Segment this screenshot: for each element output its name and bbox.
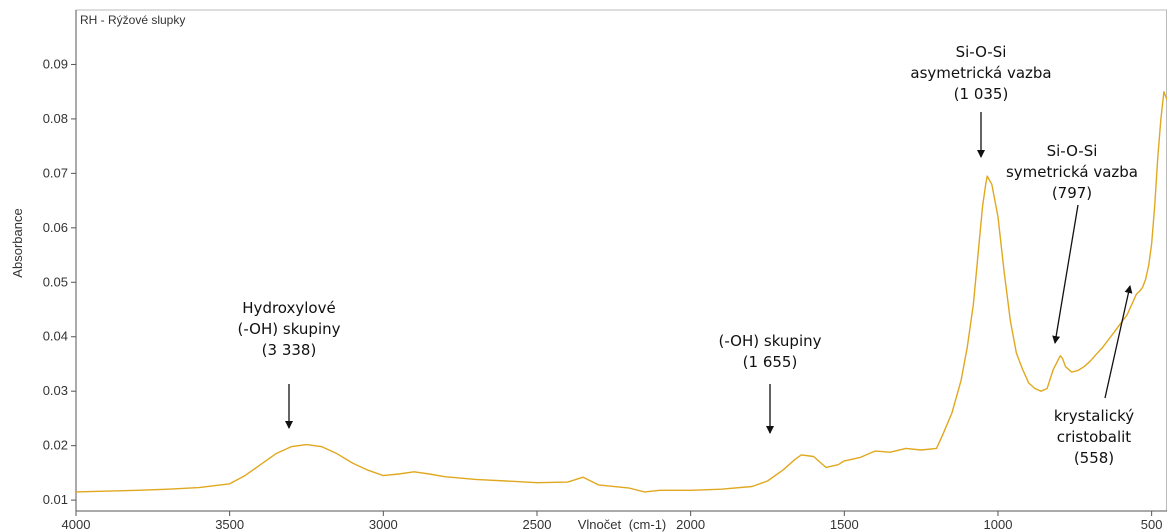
annotation-text: (-OH) skupiny bbox=[718, 332, 821, 350]
annotation-text: asymetrická vazba bbox=[910, 64, 1051, 82]
spectrum-line bbox=[75, 90, 1167, 493]
annotation-layer: Hydroxylové (-OH) skupiny (3 338) (-OH) sku… bbox=[237, 43, 1138, 467]
x-tick-label: 1000 bbox=[984, 517, 1013, 532]
annotation-text: Hydroxylové bbox=[242, 299, 335, 317]
x-tick-label: 4000 bbox=[62, 517, 91, 532]
y-tick-label: 0.06 bbox=[43, 220, 68, 235]
series-name: RH - Rýžové slupky bbox=[80, 13, 185, 27]
x-tick-label: 3500 bbox=[215, 517, 244, 532]
annotation-text: (1 655) bbox=[743, 353, 798, 371]
y-tick-label: 0.05 bbox=[43, 274, 68, 289]
annotation-text: cristobalit bbox=[1057, 428, 1132, 446]
annotation-text: (1 035) bbox=[954, 85, 1009, 103]
annotation-text: (-OH) skupiny bbox=[237, 320, 340, 338]
y-tick-label: 0.08 bbox=[43, 111, 68, 126]
x-axis-label: Vlnočet bbox=[578, 517, 622, 532]
peak-annotation: (-OH) skupiny (1 655) bbox=[718, 332, 822, 434]
y-tick-label: 0.03 bbox=[43, 383, 68, 398]
peak-annotation: Hydroxylové (-OH) skupiny (3 338) bbox=[237, 299, 341, 429]
y-tick-label: 0.02 bbox=[43, 438, 68, 453]
annotation-text: symetrická vazba bbox=[1006, 163, 1138, 181]
y-tick-label: 0.01 bbox=[43, 492, 68, 507]
peak-annotation: Si-O-Si asymetrická vazba (1 035) bbox=[910, 43, 1052, 158]
x-tick-label: 1500 bbox=[830, 517, 859, 532]
annotation-text: krystalický bbox=[1054, 407, 1134, 425]
y-tick-label: 0.04 bbox=[43, 329, 68, 344]
y-tick-label: 0.07 bbox=[43, 165, 68, 180]
x-tick-label: 3000 bbox=[369, 517, 398, 532]
annotation-text: Si-O-Si bbox=[956, 43, 1007, 61]
annotation-text: (3 338) bbox=[262, 341, 317, 359]
annotation-text: (797) bbox=[1052, 184, 1092, 202]
peak-annotation: Si-O-Si symetrická vazba (797) bbox=[1006, 142, 1138, 344]
x-axis-unit: (cm-1) bbox=[629, 517, 667, 532]
annotation-text: Si-O-Si bbox=[1047, 142, 1098, 160]
x-tick-label: 500 bbox=[1141, 517, 1163, 532]
x-tick-label: 2500 bbox=[523, 517, 552, 532]
y-axis-label: Absorbance bbox=[10, 208, 25, 277]
peak-annotation: krystalický cristobalit (558) bbox=[1054, 285, 1134, 467]
annotation-text: (558) bbox=[1074, 449, 1114, 467]
series-layer bbox=[75, 90, 1167, 493]
x-axis-title: Vlnočet (cm-1) bbox=[578, 517, 667, 532]
annotation-arrow bbox=[1052, 204, 1079, 344]
x-tick-label: 2000 bbox=[676, 517, 705, 532]
y-tick-label: 0.09 bbox=[43, 56, 68, 71]
axis-ticks: 0.01 0.02 0.03 0.04 0.05 0.06 0.07 0.08 0.09 4000… bbox=[43, 56, 1163, 532]
annotation-arrow bbox=[1104, 285, 1133, 399]
